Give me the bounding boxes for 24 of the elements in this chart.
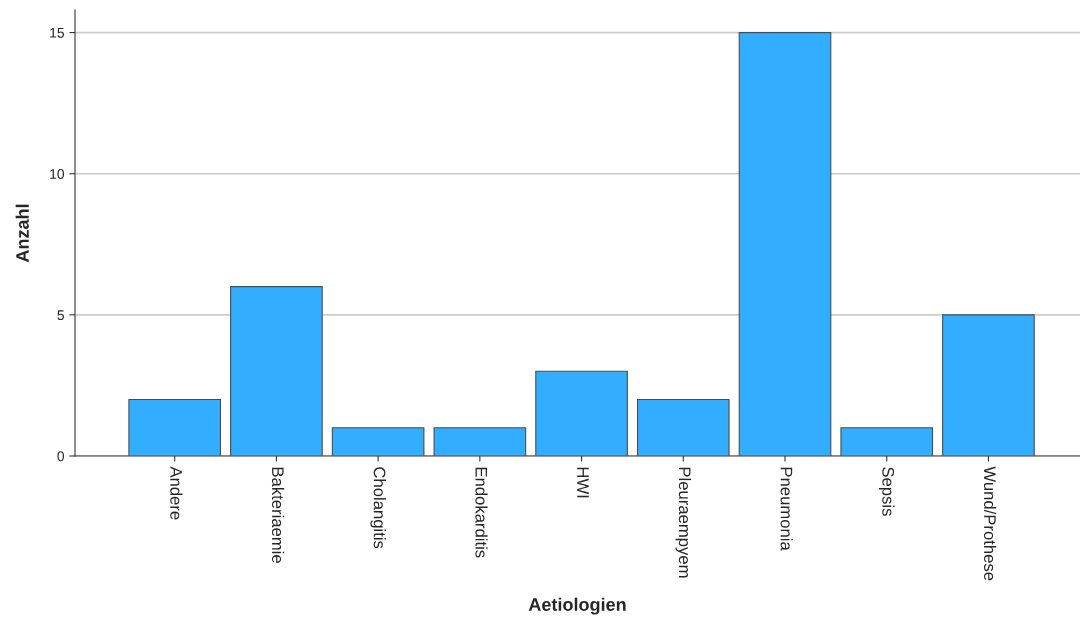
y-tick-label: 0: [57, 451, 65, 462]
x-tick-label: Bakteriaemie: [271, 467, 285, 563]
x-axis-title: Aetiologien: [528, 597, 626, 615]
x-tick-label: Cholangitis: [370, 467, 386, 549]
x-tick-label: Endokarditis: [475, 467, 488, 558]
bar: [128, 398, 222, 456]
x-tick-label: HWI: [577, 467, 589, 498]
x-tick-label: Pneumonia: [780, 467, 793, 551]
bar: [230, 286, 323, 456]
y-tick-label: 10: [50, 169, 65, 179]
bar: [840, 427, 934, 456]
x-tick-label: Andere: [170, 466, 183, 520]
bar: [535, 370, 628, 456]
y-tick-label: 15: [50, 28, 64, 38]
x-tick-label: Sepsis: [878, 467, 895, 516]
bar: [331, 427, 425, 456]
bar: [942, 314, 1035, 456]
y-axis-title: Anzahl: [15, 204, 29, 263]
bar: [636, 398, 730, 456]
bar: [433, 427, 527, 456]
x-tick-label: Wund/Prothese: [983, 466, 997, 581]
y-tick-label: 5: [57, 310, 64, 321]
x-tick-label: Pleuraempyem: [675, 467, 692, 578]
bar: [738, 32, 832, 456]
